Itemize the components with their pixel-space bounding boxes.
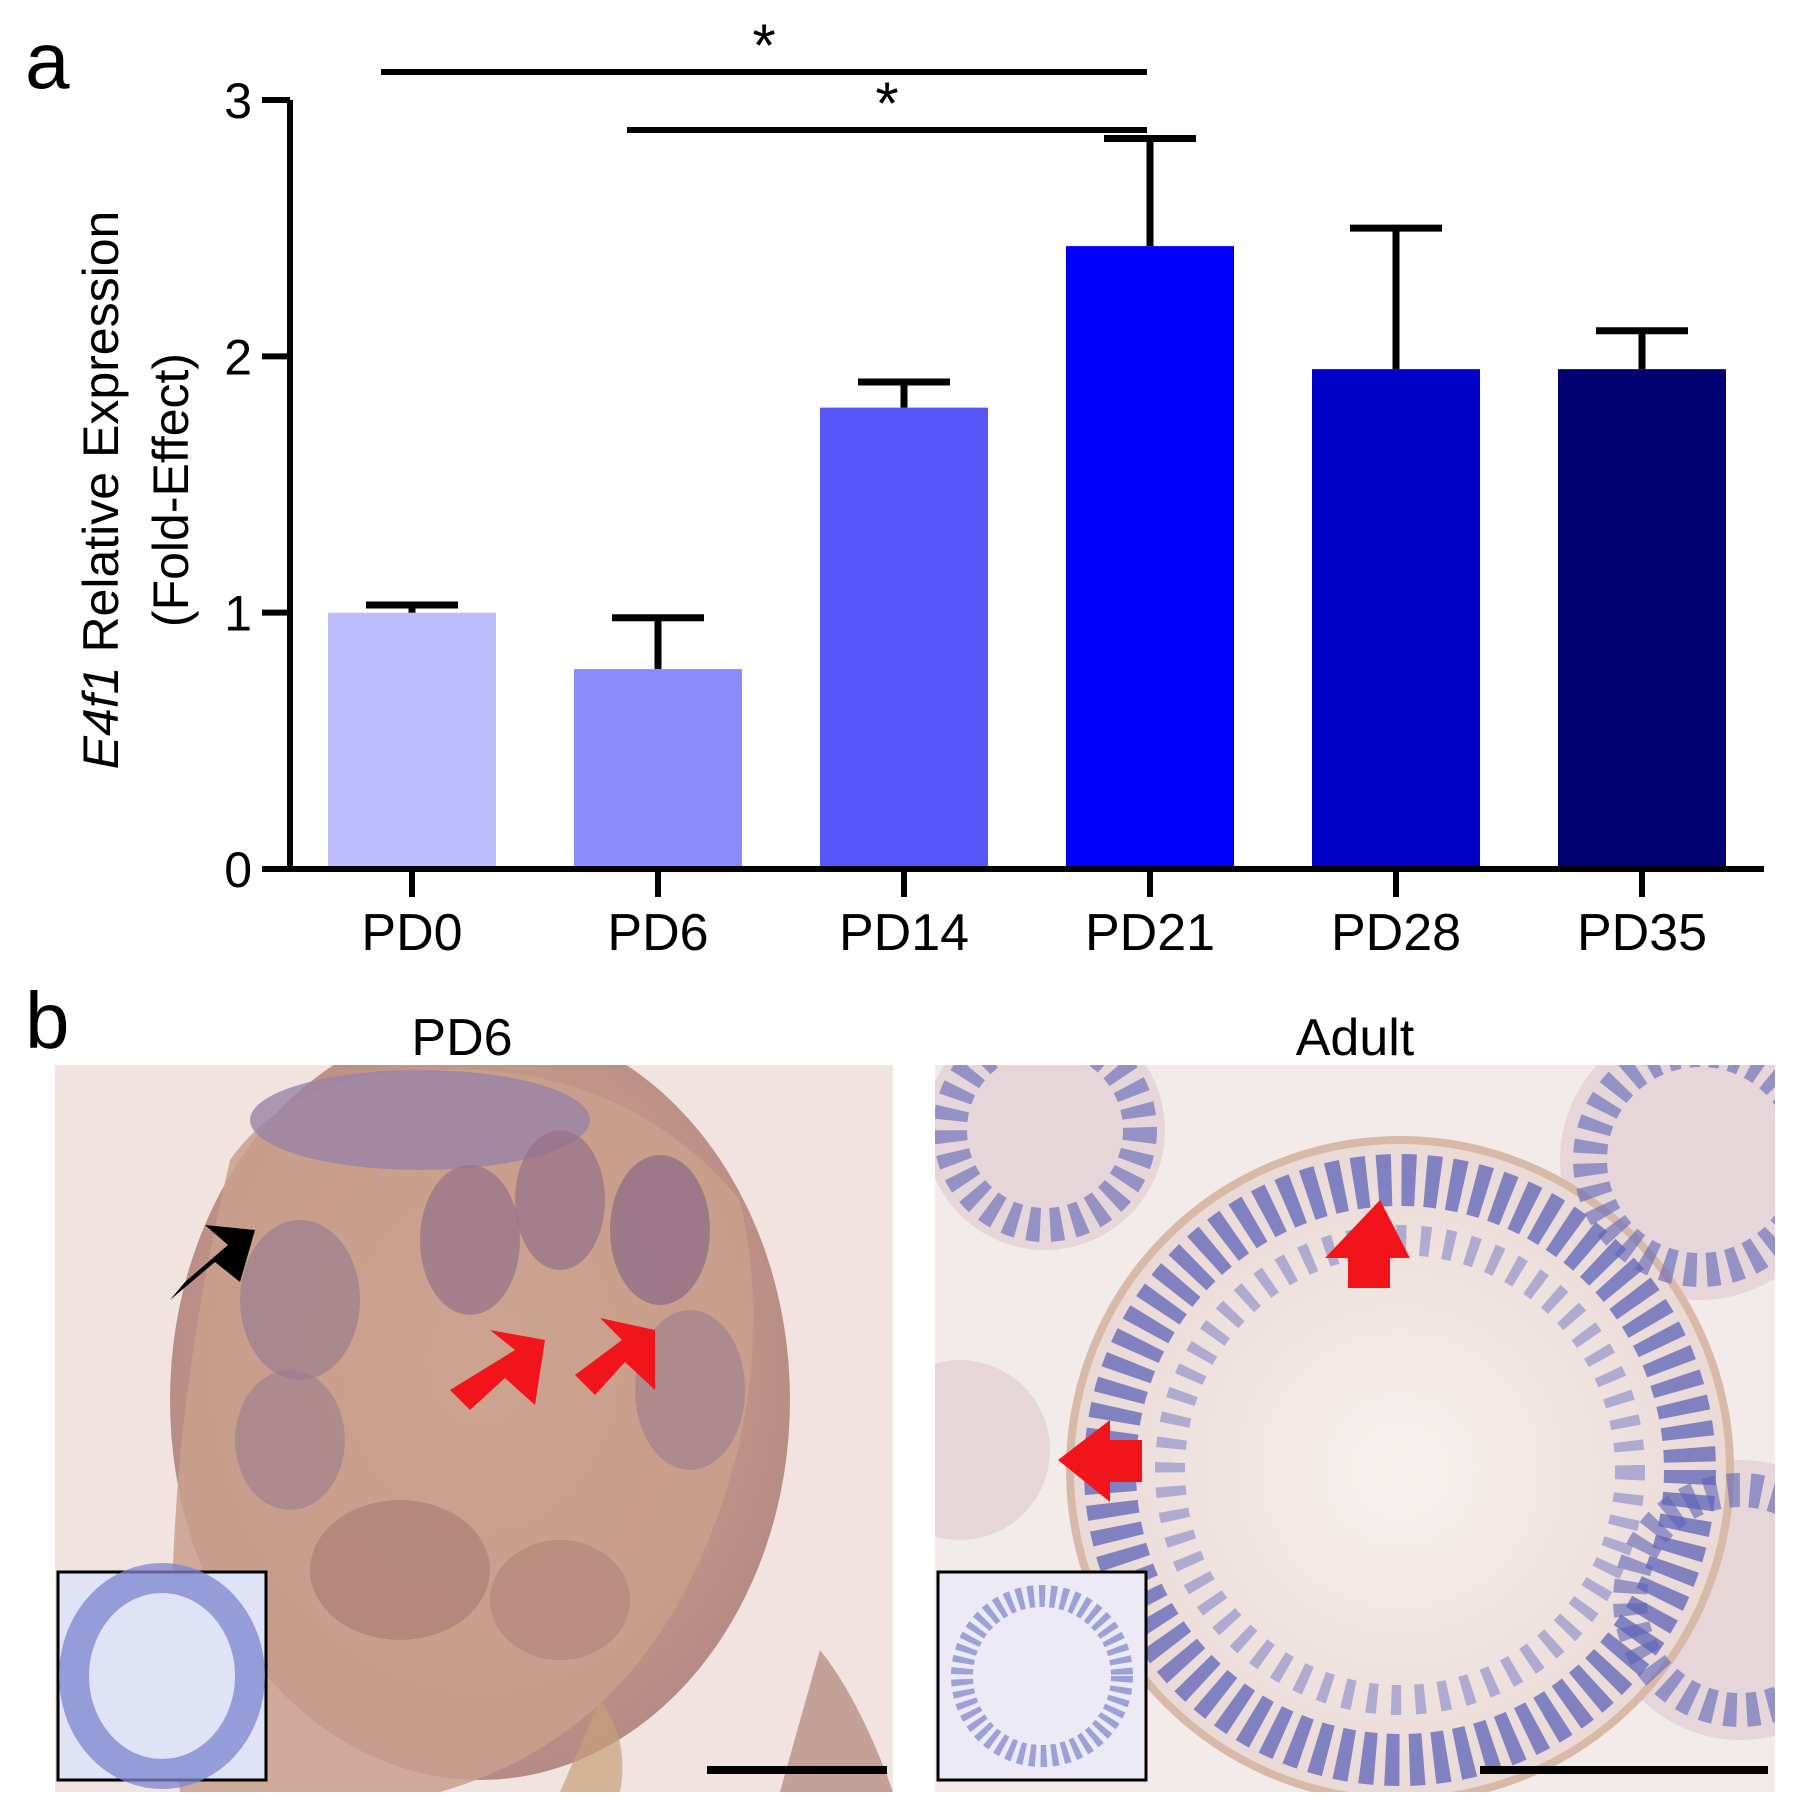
y-axis-label-line1: E4f1 Relative Expression bbox=[73, 211, 129, 770]
error-bars bbox=[366, 134, 1688, 670]
x-tick-label: PD28 bbox=[1331, 904, 1461, 962]
micrograph-title-adult: Adult bbox=[1296, 1009, 1415, 1067]
axes bbox=[287, 100, 1764, 872]
bars bbox=[328, 246, 1726, 870]
bar bbox=[574, 669, 742, 869]
panel-label-a: a bbox=[25, 16, 70, 105]
red-arrow bbox=[575, 1318, 655, 1395]
micrograph-title-pd6: PD6 bbox=[411, 1009, 512, 1067]
red-arrow bbox=[1325, 1200, 1410, 1288]
micrograph-adult bbox=[935, 1065, 1775, 1792]
x-tick-label: PD35 bbox=[1577, 904, 1707, 962]
y-axis-label: E4f1 Relative Expression (Fold-Effect) bbox=[73, 211, 199, 770]
bar-chart: E4f1 Relative Expression (Fold-Effect) 0… bbox=[73, 12, 1764, 962]
y-tick-label: 0 bbox=[224, 842, 252, 898]
x-ticks: PD0 PD6 PD14 PD21 PD28 PD35 bbox=[361, 869, 1707, 962]
y-axis-label-text: Relative Expression bbox=[73, 211, 129, 667]
y-axis-label-gene: E4f1 bbox=[73, 666, 129, 769]
y-ticks: 0 1 2 3 bbox=[224, 73, 290, 898]
red-arrow bbox=[1058, 1420, 1142, 1502]
x-tick-label: PD14 bbox=[839, 904, 969, 962]
panel-label-b: b bbox=[25, 976, 70, 1065]
bar bbox=[820, 407, 988, 869]
x-tick-label: PD0 bbox=[361, 904, 462, 962]
x-tick-label: PD6 bbox=[607, 904, 708, 962]
x-tick-label: PD21 bbox=[1085, 904, 1215, 962]
significance-star: * bbox=[752, 12, 775, 79]
y-axis-label-line2: (Fold-Effect) bbox=[143, 353, 199, 627]
bar bbox=[1066, 246, 1234, 870]
significance-markers: ** bbox=[381, 12, 1147, 137]
bar bbox=[328, 612, 496, 869]
significance-star: * bbox=[875, 70, 898, 137]
bar bbox=[1558, 369, 1726, 869]
y-tick-label: 3 bbox=[224, 73, 252, 129]
bar bbox=[1312, 369, 1480, 869]
y-tick-label: 1 bbox=[224, 586, 252, 642]
y-tick-label: 2 bbox=[224, 329, 252, 385]
red-arrow bbox=[450, 1330, 545, 1410]
micrograph-pd6 bbox=[55, 1065, 893, 1792]
black-arrow bbox=[170, 1225, 255, 1300]
